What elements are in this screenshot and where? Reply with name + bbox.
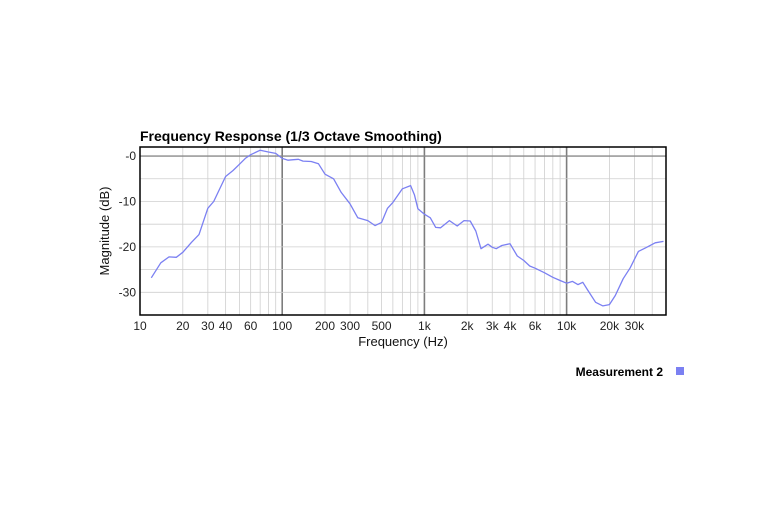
x-tick-label: 6k xyxy=(529,319,543,333)
series-line-measurement-2 xyxy=(150,149,664,307)
y-tick-label: -0 xyxy=(125,149,136,163)
x-axis-ticks: 10 20 30 40 60 100 200 300 500 1k 2k 3k 4k 6k 10k 20k 30… xyxy=(133,319,645,333)
y-axis-ticks: -0 -10 -20 -30 xyxy=(119,149,137,299)
x-tick-label: 20k xyxy=(600,319,620,333)
y-tick-label: -20 xyxy=(119,240,137,254)
x-tick-label: 10k xyxy=(557,319,577,333)
x-tick-label: 200 xyxy=(315,319,335,333)
x-tick-label: 3k xyxy=(486,319,500,333)
x-tick-label: 10 xyxy=(133,319,147,333)
x-tick-label: 20 xyxy=(176,319,190,333)
legend-label-measurement-2: Measurement 2 xyxy=(576,365,664,379)
x-tick-label: 100 xyxy=(272,319,292,333)
x-tick-label: 40 xyxy=(219,319,233,333)
plot-frame xyxy=(139,146,667,316)
legend-swatch-measurement-2 xyxy=(676,367,684,375)
y-tick-label: -10 xyxy=(119,194,137,208)
x-axis-label: Frequency (Hz) xyxy=(358,334,448,349)
x-tick-label: 30k xyxy=(625,319,645,333)
y-tick-label: -30 xyxy=(119,285,137,299)
series-layer xyxy=(150,149,664,307)
y-axis-label: Magnitude (dB) xyxy=(97,187,112,276)
chart-title: Frequency Response (1/3 Octave Smoothing… xyxy=(140,128,442,144)
x-tick-label: 60 xyxy=(244,319,258,333)
x-tick-label: 300 xyxy=(340,319,360,333)
legend: Measurement 2 xyxy=(576,365,684,379)
grid xyxy=(140,147,666,315)
x-tick-label: 2k xyxy=(461,319,475,333)
x-tick-label: 1k xyxy=(418,319,432,333)
x-tick-label: 500 xyxy=(372,319,392,333)
x-tick-label: 4k xyxy=(504,319,518,333)
x-tick-label: 30 xyxy=(201,319,215,333)
